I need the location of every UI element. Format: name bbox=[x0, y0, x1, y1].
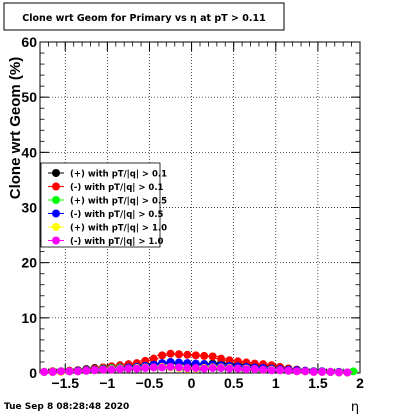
x-tick-label: 0.5 bbox=[224, 375, 244, 391]
legend-label: (-) with pT/|q| > 0.5 bbox=[70, 210, 164, 220]
legend-label: (+) with pT/|q| > 1.0 bbox=[70, 224, 167, 234]
data-point bbox=[233, 364, 242, 373]
legend-label: (+) with pT/|q| > 0.5 bbox=[70, 197, 167, 207]
data-point bbox=[284, 366, 293, 375]
x-tick-label: −1.5 bbox=[51, 375, 79, 391]
data-point bbox=[343, 368, 352, 377]
data-point bbox=[292, 367, 301, 376]
legend-entry: (-) with pT/|q| > 0.1 bbox=[48, 182, 164, 193]
legend-entry: (-) with pT/|q| > 1.0 bbox=[48, 236, 164, 247]
data-point bbox=[132, 364, 141, 373]
data-point bbox=[116, 365, 124, 374]
data-point bbox=[48, 367, 57, 376]
y-tick-label: 50 bbox=[21, 89, 37, 105]
x-tick-label: −1 bbox=[99, 375, 115, 391]
y-tick-label: 10 bbox=[21, 310, 37, 326]
data-point bbox=[200, 364, 209, 373]
data-point bbox=[318, 367, 327, 376]
legend-marker bbox=[52, 236, 60, 245]
x-tick-label: −0.5 bbox=[136, 375, 164, 391]
data-point bbox=[301, 367, 310, 376]
legend-entry: (+) with pT/|q| > 0.1 bbox=[48, 169, 167, 180]
data-point bbox=[149, 363, 158, 372]
data-point bbox=[158, 363, 167, 372]
title-box: Clone wrt Geom for Primary vs η at pT > … bbox=[3, 2, 285, 31]
legend-marker bbox=[52, 223, 60, 231]
y-tick-label: 30 bbox=[21, 200, 37, 216]
data-point bbox=[174, 363, 183, 372]
x-tick-label: 1 bbox=[272, 375, 280, 391]
data-point bbox=[107, 365, 116, 374]
data-point bbox=[250, 365, 259, 374]
data-point bbox=[225, 364, 234, 373]
data-point bbox=[99, 365, 108, 374]
data-point bbox=[309, 367, 318, 376]
series-6 bbox=[39, 362, 353, 377]
y-tick-label: 40 bbox=[21, 144, 37, 160]
y-tick-label: 0 bbox=[29, 365, 37, 381]
y-tick-label: 60 bbox=[21, 34, 37, 50]
legend: (+) with pT/|q| > 0.1 (-) with pT/|q| > 0… bbox=[40, 162, 167, 248]
legend-marker bbox=[52, 209, 60, 218]
y-axis-label: Clone wrt Geom (%) bbox=[7, 57, 24, 200]
data-point bbox=[191, 364, 200, 373]
data-point bbox=[141, 364, 150, 373]
x-tick-label: 0 bbox=[188, 375, 196, 391]
axis-ticks bbox=[39, 41, 361, 374]
data-point bbox=[334, 368, 343, 377]
data-point bbox=[82, 366, 91, 375]
data-point bbox=[149, 354, 158, 363]
data-points bbox=[39, 349, 359, 377]
data-point bbox=[166, 349, 175, 358]
legend-label: (-) with pT/|q| > 1.0 bbox=[70, 237, 164, 247]
data-point bbox=[183, 350, 192, 359]
data-point bbox=[259, 365, 268, 374]
data-point bbox=[57, 367, 66, 376]
data-point bbox=[158, 351, 167, 360]
data-point bbox=[40, 367, 49, 376]
data-point bbox=[65, 367, 74, 376]
data-point bbox=[200, 351, 209, 360]
data-point bbox=[217, 364, 226, 373]
data-point bbox=[90, 366, 99, 375]
legend-marker bbox=[52, 182, 60, 191]
data-point bbox=[276, 366, 284, 375]
data-point bbox=[183, 364, 192, 373]
timestamp: Tue Sep 8 08:28:48 2020 bbox=[4, 402, 129, 412]
x-tick-label: 1.5 bbox=[308, 375, 328, 391]
x-tick-label: 2 bbox=[356, 375, 364, 391]
legend-marker bbox=[52, 196, 60, 204]
data-point bbox=[166, 362, 175, 371]
data-point bbox=[174, 350, 183, 359]
data-point bbox=[73, 367, 82, 376]
data-point bbox=[208, 364, 217, 373]
legend-label: (-) with pT/|q| > 0.1 bbox=[70, 183, 164, 193]
data-point bbox=[326, 367, 335, 376]
x-axis-label: η bbox=[351, 400, 359, 414]
data-point bbox=[217, 354, 226, 363]
data-point bbox=[225, 356, 234, 365]
data-point bbox=[191, 351, 200, 360]
data-point bbox=[208, 352, 217, 361]
legend-entry: (+) with pT/|q| > 0.5 bbox=[48, 196, 167, 207]
data-point bbox=[124, 364, 133, 373]
legend-marker bbox=[52, 169, 60, 177]
legend-entry: (-) with pT/|q| > 0.5 bbox=[48, 209, 164, 220]
legend-entry: (+) with pT/|q| > 1.0 bbox=[48, 223, 167, 234]
data-point bbox=[242, 365, 251, 374]
y-tick-label: 20 bbox=[21, 255, 37, 271]
legend-label: (+) with pT/|q| > 0.1 bbox=[70, 170, 167, 180]
chart-title: Clone wrt Geom for Primary vs η at pT > … bbox=[22, 13, 265, 24]
legend-box bbox=[40, 162, 161, 248]
data-point bbox=[267, 366, 276, 375]
